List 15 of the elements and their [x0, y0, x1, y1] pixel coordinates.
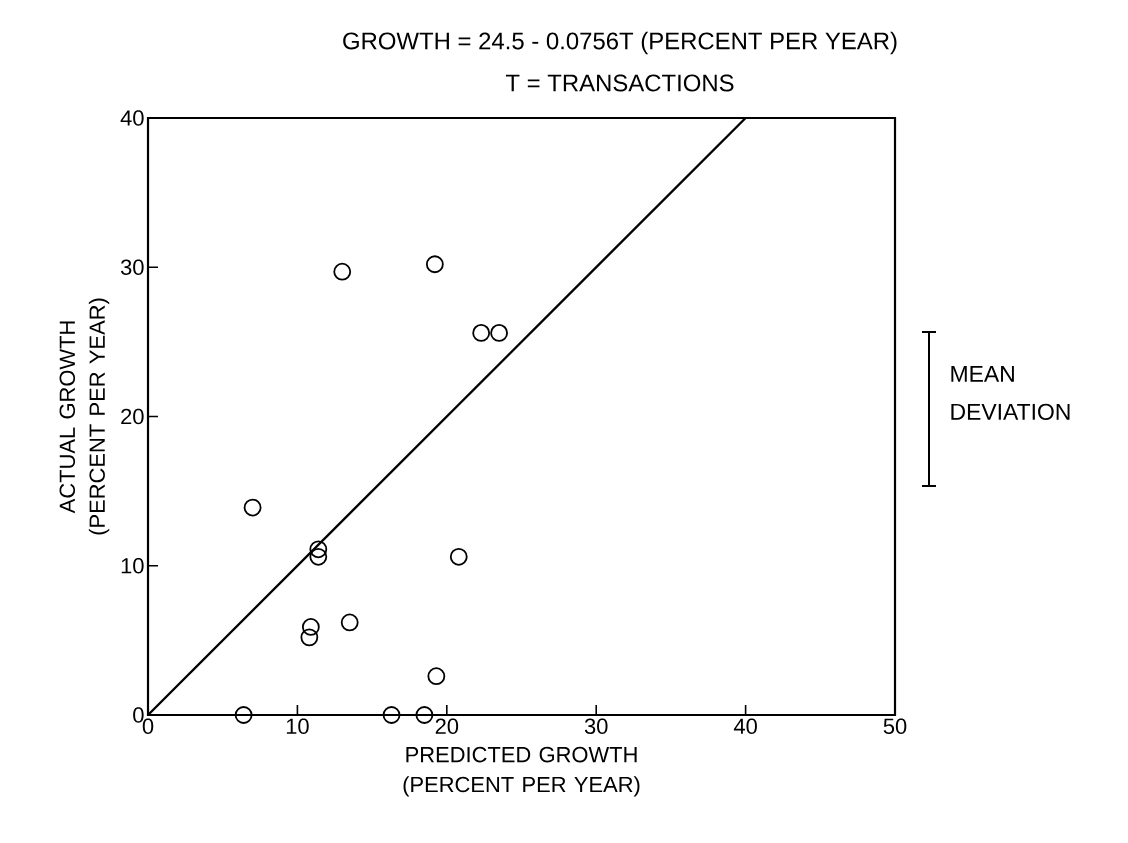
y-tick-label: 10	[121, 557, 144, 574]
x-axis-title: PREDICTED GROWTH (PERCENT PER YEAR)	[403, 746, 640, 797]
x-tick-label: 50	[883, 718, 907, 735]
x-tick-label: 20	[435, 718, 459, 735]
x-tick-label: 40	[733, 718, 757, 735]
y-tick-label: 30	[120, 259, 144, 275]
y-tick-label: 20	[121, 408, 144, 425]
y-tick-label: 0	[133, 707, 144, 723]
y-tick-label: 40	[120, 110, 144, 126]
chart-title: GROWTH = 24.5 - 0.0756T (PERCENT PER YEAR)	[343, 31, 897, 55]
text: MEAN DEVIATION	[951, 366, 1070, 420]
y-axis-title: ACTUAL GROWTH (PERCENT PER YEAR)	[59, 298, 110, 535]
chart-subtitle: T = TRANSACTIONS	[505, 74, 734, 92]
x-tick-label: 10	[286, 718, 309, 735]
x-tick-label: 30	[584, 718, 608, 735]
